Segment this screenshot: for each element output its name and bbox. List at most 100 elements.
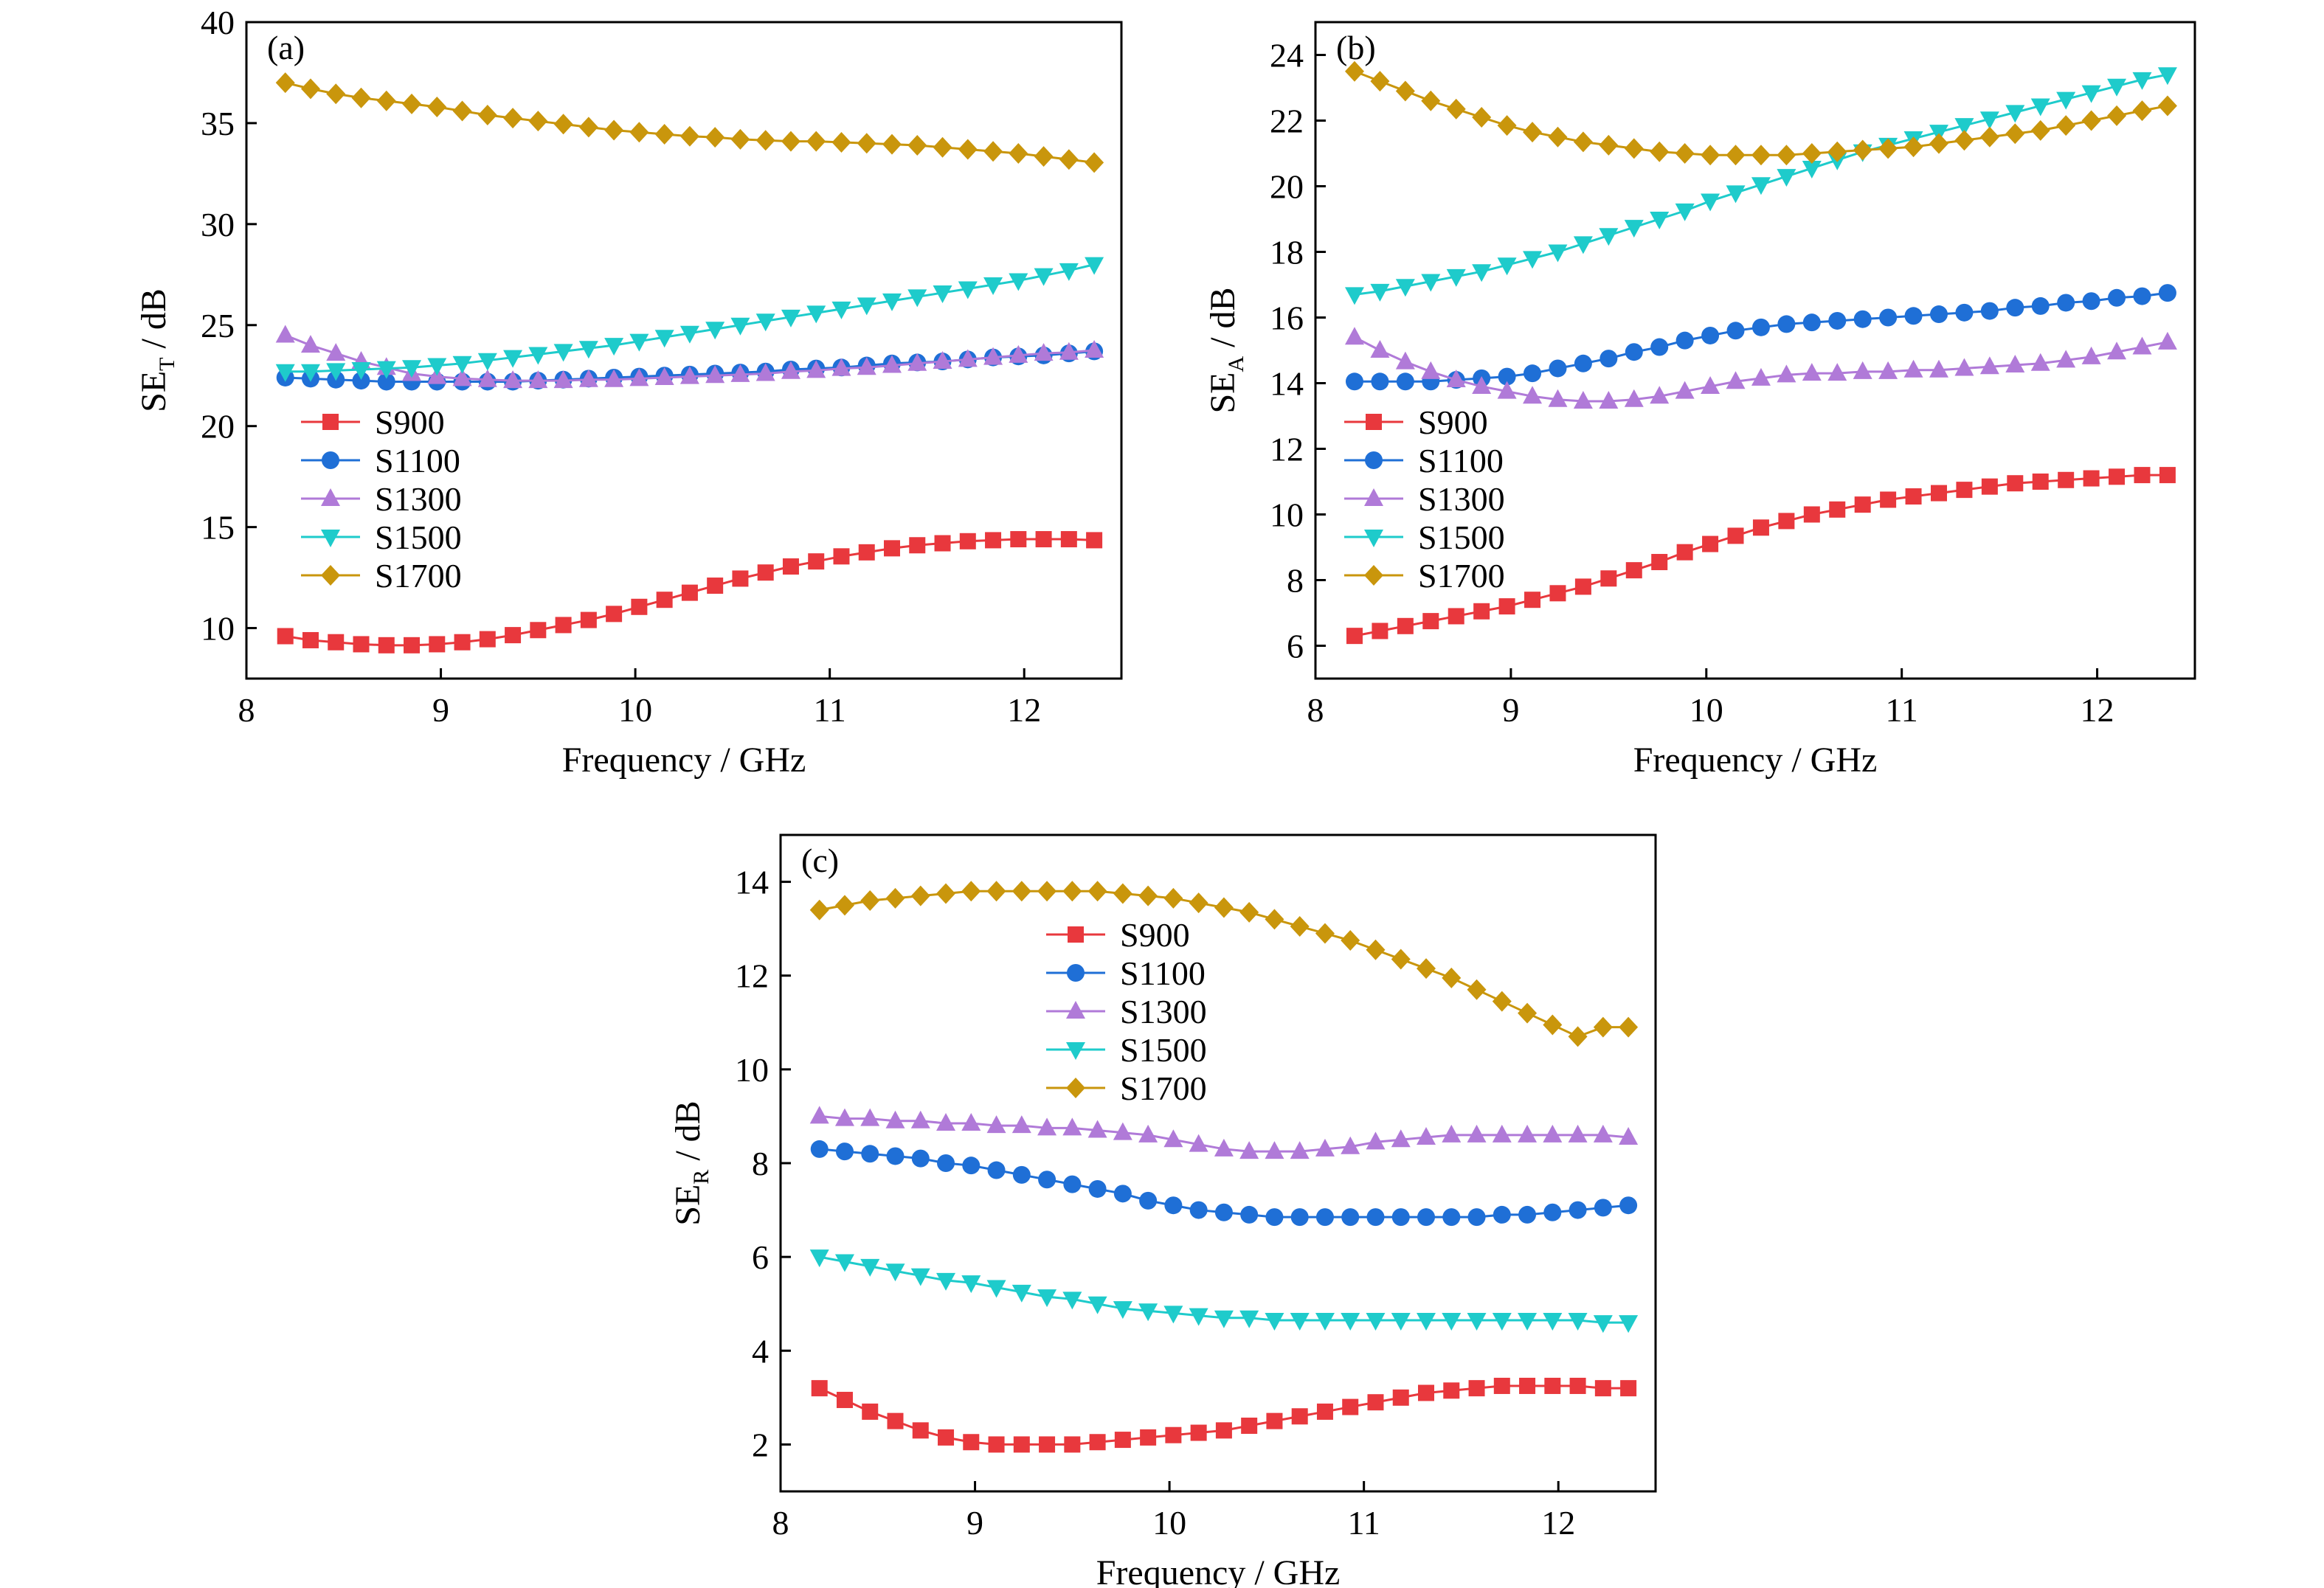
data-point xyxy=(1345,372,1363,391)
data-point xyxy=(629,368,649,386)
data-point xyxy=(705,365,725,384)
data-point xyxy=(1981,478,1998,495)
y-tick-label: 6 xyxy=(752,1238,769,1276)
data-point xyxy=(1468,1380,1485,1397)
data-point xyxy=(1366,939,1386,960)
series-S1700 xyxy=(275,72,1104,173)
data-point xyxy=(1113,1185,1132,1203)
data-point xyxy=(1214,1310,1234,1328)
data-point xyxy=(1012,1165,1031,1184)
data-point xyxy=(1625,343,1643,361)
data-point xyxy=(1011,1115,1031,1134)
data-point xyxy=(1344,327,1364,345)
data-point xyxy=(1138,1303,1158,1322)
data-point xyxy=(781,309,800,327)
data-point xyxy=(857,297,876,316)
data-point xyxy=(351,362,371,381)
data-point xyxy=(1751,177,1771,195)
data-point xyxy=(2005,105,2025,123)
data-point xyxy=(831,301,851,319)
data-point xyxy=(1266,1412,1283,1429)
y-tick-label: 2 xyxy=(752,1426,769,1463)
data-point xyxy=(1290,1208,1309,1227)
data-point xyxy=(1544,1377,1561,1394)
data-point xyxy=(429,636,446,653)
y-axis-label: SER / dB xyxy=(668,1100,713,1225)
series-S1500 xyxy=(809,1249,1639,1334)
data-point xyxy=(1086,532,1103,549)
data-point xyxy=(1085,340,1104,358)
data-point xyxy=(1467,1208,1486,1227)
legend-marker xyxy=(1066,1078,1085,1098)
panel-tag: (b) xyxy=(1336,29,1376,66)
data-point xyxy=(730,128,750,150)
data-point xyxy=(1395,279,1415,297)
data-point xyxy=(1903,136,1923,158)
legend-marker xyxy=(321,565,340,586)
data-point xyxy=(2081,85,2101,103)
data-point xyxy=(1113,1301,1132,1320)
data-point xyxy=(1190,1424,1207,1441)
data-point xyxy=(1625,562,1642,579)
data-point xyxy=(1498,367,1516,386)
data-point xyxy=(654,123,674,145)
data-point xyxy=(503,108,523,129)
chart-panel-3: 8 9 10 11 12 2 4 6 8 10 12 14 Frequency / GHz SER / d… xyxy=(668,833,1657,1588)
data-point xyxy=(882,355,902,373)
y-tick-label: 10 xyxy=(201,610,235,648)
data-point xyxy=(1037,1117,1057,1136)
data-point xyxy=(1543,1203,1562,1221)
data-point xyxy=(1619,1196,1638,1215)
data-point xyxy=(1009,143,1028,164)
y-axis-label-sub: A xyxy=(1224,356,1248,372)
data-point xyxy=(835,1143,854,1161)
x-tick-label: 12 xyxy=(1541,1504,1575,1542)
data-point xyxy=(831,358,851,376)
data-point xyxy=(1395,80,1415,102)
data-point xyxy=(1241,1418,1258,1434)
data-point xyxy=(1417,1127,1436,1145)
data-point xyxy=(578,369,598,387)
data-point xyxy=(1543,1312,1563,1331)
y-tick-label: 14 xyxy=(1270,365,1304,403)
data-point xyxy=(2056,115,2076,136)
data-point xyxy=(834,1108,854,1126)
data-point xyxy=(377,372,395,391)
data-point xyxy=(1085,257,1104,275)
x-tick-label: 9 xyxy=(1502,691,1519,729)
data-point xyxy=(1619,1016,1639,1038)
data-point xyxy=(2132,72,2152,90)
data-point xyxy=(1371,372,1389,391)
data-point xyxy=(1341,1312,1360,1331)
data-point xyxy=(1391,1129,1411,1148)
data-point xyxy=(1599,134,1619,156)
legend-marker xyxy=(322,451,339,469)
data-point xyxy=(1370,71,1390,92)
data-point xyxy=(1164,1196,1183,1215)
data-point xyxy=(1802,143,1822,164)
data-point xyxy=(1543,1014,1563,1036)
x-tick-label: 8 xyxy=(1307,691,1324,729)
data-point xyxy=(732,570,749,587)
data-point xyxy=(1059,263,1079,281)
data-point xyxy=(1619,1127,1639,1145)
data-point xyxy=(1035,531,1052,548)
data-point xyxy=(1344,287,1364,305)
data-point xyxy=(1548,126,1568,148)
data-point xyxy=(1701,145,1720,166)
data-point xyxy=(937,1154,955,1172)
legend-marker xyxy=(1366,414,1382,430)
data-point xyxy=(1523,251,1543,269)
data-point xyxy=(1751,145,1771,166)
x-tick-label: 11 xyxy=(1348,1504,1380,1542)
data-point xyxy=(782,558,799,575)
legend-item: S1700 xyxy=(1046,1069,1207,1107)
data-point xyxy=(705,322,725,340)
data-point xyxy=(454,634,471,651)
data-point xyxy=(1903,359,1923,378)
y-tick-label: 10 xyxy=(735,1051,769,1089)
data-point xyxy=(907,135,927,156)
data-point xyxy=(1088,1179,1107,1198)
legend-label: S900 xyxy=(1418,403,1488,441)
data-point xyxy=(1518,1312,1538,1331)
